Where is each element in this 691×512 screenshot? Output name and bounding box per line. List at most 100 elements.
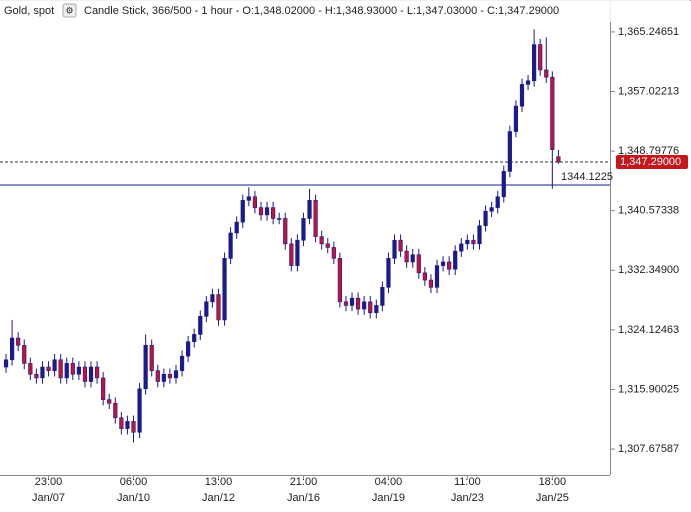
candle-body <box>283 218 288 245</box>
candle-body <box>416 254 421 274</box>
candle-body <box>264 207 270 216</box>
candle-body <box>82 366 88 382</box>
settings-icon[interactable]: ⚙ <box>65 5 73 15</box>
candle-body <box>550 76 555 150</box>
candle-body <box>459 243 464 252</box>
candle-body <box>155 370 160 382</box>
candle-body <box>186 341 191 357</box>
candle-body <box>343 301 349 306</box>
candle-body <box>307 200 312 219</box>
candle-body <box>349 297 355 306</box>
price-label: 1344.1225 <box>561 171 613 183</box>
candle-body <box>495 196 500 208</box>
candle-body <box>289 243 294 266</box>
candle-body <box>137 388 142 433</box>
candle-body <box>404 250 409 263</box>
candle-body <box>240 200 245 223</box>
candle-body <box>295 239 300 266</box>
price-label: 1,347.29000 <box>620 156 681 168</box>
candle-body <box>52 359 57 371</box>
candle-body <box>143 344 148 390</box>
x-date-label: Jan/23 <box>451 492 484 504</box>
candle-body <box>246 196 251 201</box>
x-tick-label: 11:00 <box>454 476 481 488</box>
instrument-title: Gold, spot <box>4 5 54 17</box>
y-tick-label: 1,324.12463 <box>618 324 679 336</box>
x-tick-label: 06:00 <box>120 476 148 488</box>
candle-body <box>228 232 233 259</box>
x-tick-label: 23:00 <box>35 476 63 488</box>
header-bg <box>0 0 690 22</box>
candle-body <box>483 210 488 227</box>
candle-body <box>325 243 330 248</box>
candle-body <box>368 301 373 313</box>
candle-body <box>398 239 403 252</box>
candle-body <box>380 287 385 306</box>
candle-body <box>76 366 81 375</box>
candle-body <box>179 355 185 371</box>
y-tick-label: 1,348.79776 <box>618 145 679 157</box>
x-tick-label: 13:00 <box>205 476 233 488</box>
candle-body <box>192 334 197 342</box>
candle-body <box>513 105 519 132</box>
candle-body <box>161 373 166 382</box>
candle-body <box>374 305 379 313</box>
candle-body <box>410 254 415 263</box>
candle-body <box>46 366 51 371</box>
y-tick-label: 1,315.90025 <box>618 383 679 395</box>
price-label-box <box>616 155 688 170</box>
candle-body <box>167 373 173 379</box>
candle-body <box>447 261 452 270</box>
candle-body <box>198 316 203 335</box>
candle-body <box>453 250 458 270</box>
candle-body <box>556 156 561 163</box>
candle-body <box>313 200 318 237</box>
candle-body <box>101 377 106 400</box>
candle-body <box>434 265 440 288</box>
x-date-label: Jan/10 <box>117 492 150 504</box>
candle-body <box>392 239 397 259</box>
candle-body <box>149 344 154 371</box>
x-date-label: Jan/12 <box>202 492 235 504</box>
y-tick-label: 1,332.34900 <box>618 264 679 276</box>
candle-body <box>501 171 506 198</box>
candle-body <box>428 279 434 288</box>
candle-body <box>271 207 276 219</box>
candle-body <box>64 363 69 379</box>
x-date-label: Jan/16 <box>287 492 320 504</box>
candle-body <box>94 366 100 379</box>
candle-body <box>125 421 130 429</box>
candle-body <box>216 294 221 321</box>
y-tick-label: 1,365.24651 <box>618 26 679 38</box>
x-tick-label: 18:00 <box>539 476 567 488</box>
candle-body <box>477 225 482 245</box>
y-tick-label: 1,357.02213 <box>618 85 679 97</box>
y-tick-label: 1,340.57338 <box>618 205 679 217</box>
x-date-label: Jan/19 <box>372 492 405 504</box>
candle-body <box>519 84 525 107</box>
candle-body <box>22 344 27 364</box>
settings-button[interactable] <box>62 3 77 18</box>
x-tick-label: 21:00 <box>290 476 318 488</box>
x-date-label: Jan/25 <box>536 492 569 504</box>
candle-body <box>525 80 531 85</box>
candle-body <box>507 131 512 172</box>
candle-body <box>252 196 258 208</box>
candle-body <box>173 370 179 379</box>
candle-body <box>544 69 549 78</box>
candle-body <box>113 402 118 419</box>
candle-body <box>210 294 215 303</box>
candle-body <box>222 258 227 321</box>
x-tick-label: 04:00 <box>375 476 403 488</box>
candle-body <box>301 218 306 241</box>
candle-body <box>538 44 543 71</box>
candle-body <box>258 207 264 216</box>
candle-body <box>28 363 33 375</box>
candle-body <box>10 337 15 361</box>
candle-body <box>355 297 361 310</box>
candle-body <box>422 272 427 281</box>
candle-body <box>3 359 9 368</box>
candle-body <box>465 239 470 245</box>
